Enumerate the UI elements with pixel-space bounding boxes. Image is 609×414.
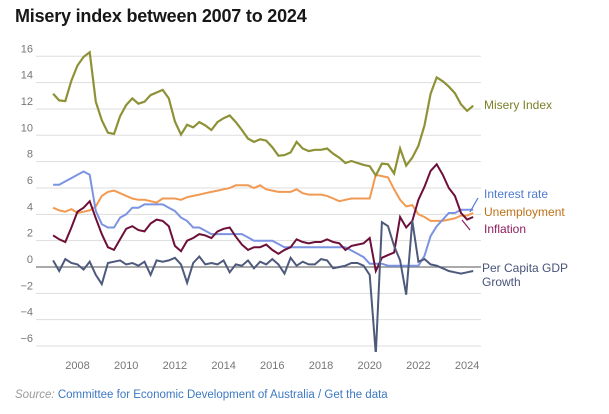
legend-interest-rate: Interest rate [484, 187, 549, 201]
y-tick-label: −4 [20, 307, 33, 319]
legend-inflation: Inflation [484, 222, 527, 236]
series-lines [52, 50, 474, 352]
interest-rate-leader-line [469, 197, 479, 213]
y-tick-label: 2 [27, 228, 33, 240]
legend-leader-lines [461, 197, 479, 231]
line-unemployment [52, 173, 474, 222]
y-tick-label: 0 [27, 254, 33, 266]
y-tick-label: 14 [21, 70, 33, 82]
x-axis-tick-labels: 2008 2010 2012 2014 2016 2018 2020 2022 2024 [65, 360, 479, 372]
y-tick-label: 10 [21, 122, 33, 134]
source-label: Source: [15, 389, 55, 401]
y-tick-label: 12 [21, 96, 33, 108]
legend-unemployment: Unemployment [484, 205, 565, 219]
x-tick-label: 2014 [211, 360, 235, 372]
x-tick-label: 2024 [455, 360, 479, 372]
get-the-data-link[interactable]: Get the data [324, 389, 388, 401]
y-tick-label: −2 [20, 280, 33, 292]
y-tick-label: 16 [21, 43, 33, 55]
y-tick-label: 8 [27, 149, 33, 161]
chart-title: Misery index between 2007 to 2024 [15, 6, 307, 26]
inflation-leader-line [461, 219, 471, 231]
source-separator: / [314, 389, 325, 401]
x-tick-label: 2018 [309, 360, 333, 372]
x-tick-label: 2008 [65, 360, 89, 372]
y-tick-label: 6 [27, 175, 33, 187]
legend-misery-index: Misery Index [484, 98, 553, 112]
y-axis-tick-labels: 16 14 12 10 8 6 4 2 0 −2 −4 −6 [20, 43, 33, 345]
line-inflation [52, 162, 474, 275]
legend-per-capita-gdp-growth: Per Capita GDP Growth [482, 261, 568, 289]
source-link-ceda[interactable]: Committee for Economic Development of Au… [57, 389, 315, 401]
gridlines [36, 55, 481, 347]
y-tick-label: 4 [27, 201, 33, 213]
x-tick-label: 2020 [357, 360, 381, 372]
x-tick-label: 2022 [406, 360, 430, 372]
x-tick-label: 2012 [163, 360, 187, 372]
x-tick-label: 2016 [260, 360, 284, 372]
y-tick-label: −6 [20, 333, 33, 345]
line-interest-rate [53, 170, 474, 267]
source-line: Source: Committee for Economic Developme… [15, 389, 388, 401]
line-misery-index [52, 50, 474, 178]
x-tick-label: 2010 [114, 360, 138, 372]
line-per-capita-gdp-growth [52, 220, 474, 352]
